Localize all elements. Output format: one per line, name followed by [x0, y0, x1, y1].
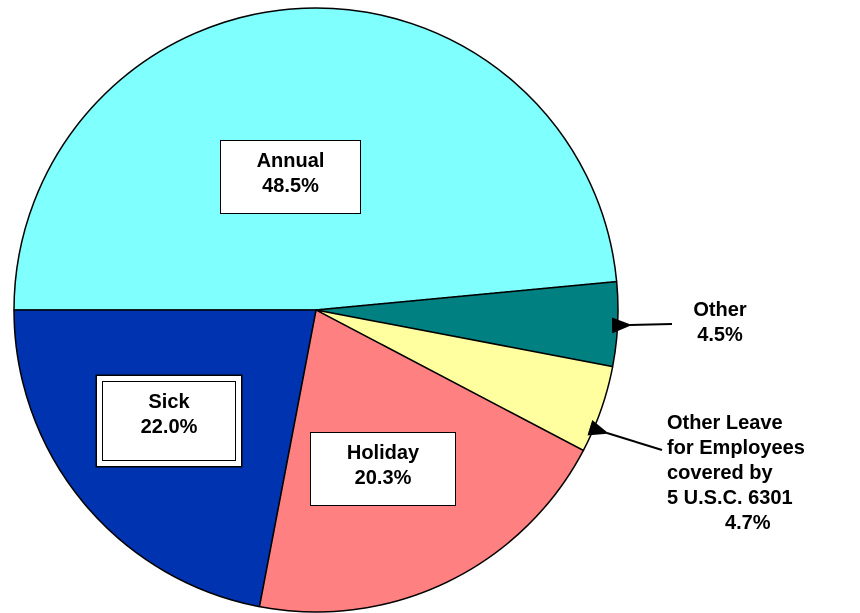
slice-label: Other Leave for Employees covered by 5 U…: [667, 411, 857, 536]
slice-label: Sick 22.0%: [97, 376, 241, 466]
category-label: Other Leave for Employees covered by 5 U…: [667, 412, 805, 509]
category-label: Holiday: [346, 442, 420, 464]
category-label: Other: [693, 299, 747, 321]
value-label: 4.5%: [697, 324, 743, 346]
arrow: [587, 420, 663, 451]
value-label: 48.5%: [262, 175, 319, 197]
slice-label: Holiday 20.3%: [310, 432, 456, 506]
category-label: Sick: [148, 391, 190, 413]
category-label: Annual: [256, 150, 325, 172]
slice-label: Other 4.5%: [680, 298, 760, 348]
value-label: 4.7%: [725, 512, 771, 534]
value-label: 20.3%: [354, 467, 412, 489]
arrow: [611, 317, 673, 334]
value-label: 22.0%: [140, 416, 198, 438]
slice-label: Annual 48.5%: [220, 140, 361, 214]
